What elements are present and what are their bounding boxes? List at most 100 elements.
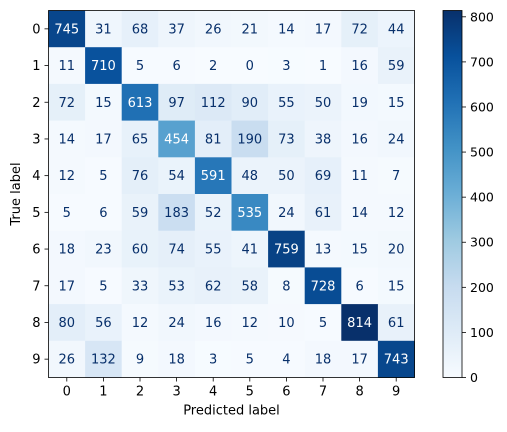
x-tick-label: 7	[319, 385, 327, 400]
x-tick-label: 6	[282, 385, 290, 400]
cell-value-label: 90	[242, 96, 259, 111]
heatmap-cell	[48, 194, 86, 232]
heatmap-cell	[158, 194, 196, 232]
heatmap-cell	[304, 340, 342, 378]
heatmap-cell	[341, 340, 379, 378]
cell-value-label: 3	[282, 59, 290, 74]
heatmap-cell	[85, 340, 123, 378]
cell-value-label: 4	[282, 353, 290, 368]
heatmap-cell	[268, 120, 306, 158]
heatmap-cell	[48, 157, 86, 195]
cell-value-label: 10	[278, 316, 295, 331]
cell-value-label: 12	[132, 316, 149, 331]
heatmap-cell	[121, 340, 159, 378]
cell-value-label: 17	[95, 132, 112, 147]
x-tick-label: 5	[246, 385, 254, 400]
cell-value-label: 15	[95, 96, 112, 111]
cell-value-label: 1	[319, 59, 327, 74]
cell-value-label: 5	[99, 279, 107, 294]
cell-value-label: 759	[274, 243, 299, 258]
cell-value-label: 11	[59, 59, 76, 74]
x-tick-label: 4	[209, 385, 217, 400]
heatmap-cell	[85, 194, 123, 232]
cell-value-label: 5	[99, 169, 107, 184]
heatmap-cell	[121, 83, 159, 121]
heatmap-cell	[231, 304, 269, 342]
cell-value-label: 16	[205, 316, 222, 331]
heatmap-cell	[121, 304, 159, 342]
colorbar-tick-label: 600	[470, 99, 494, 114]
cell-value-label: 6	[355, 279, 363, 294]
heatmap-cell	[48, 267, 86, 305]
cell-value-label: 728	[311, 279, 336, 294]
heatmap-cell	[85, 157, 123, 195]
heatmap-cell	[121, 230, 159, 268]
cell-value-label: 26	[205, 22, 222, 37]
cell-value-label: 74	[168, 243, 185, 258]
heatmap-cell	[158, 120, 196, 158]
heatmap-cell	[231, 267, 269, 305]
cell-value-label: 5	[63, 206, 71, 221]
heatmap-cell	[158, 340, 196, 378]
cell-value-label: 6	[172, 59, 180, 74]
heatmap-cell	[85, 267, 123, 305]
heatmap-cell	[48, 230, 86, 268]
cell-value-label: 38	[315, 132, 332, 147]
cell-value-label: 535	[237, 206, 262, 221]
heatmap-cell	[341, 157, 379, 195]
cell-value-label: 132	[91, 353, 116, 368]
heatmap-cell	[377, 10, 415, 48]
y-tick-label: 4	[32, 169, 40, 184]
heatmap-cell	[231, 157, 269, 195]
cell-value-label: 62	[205, 279, 222, 294]
cell-value-label: 112	[201, 96, 226, 111]
y-tick-label: 7	[32, 279, 40, 294]
cell-value-label: 48	[242, 169, 259, 184]
heatmap-cell	[194, 267, 232, 305]
heatmap-cell	[48, 47, 86, 85]
heatmap-cell	[341, 267, 379, 305]
cell-value-label: 26	[59, 353, 76, 368]
heatmap-cell	[304, 267, 342, 305]
x-tick-label: 0	[63, 385, 71, 400]
colorbar-tick-label: 700	[470, 54, 494, 69]
heatmap-cell	[231, 120, 269, 158]
cell-value-label: 72	[351, 22, 368, 37]
heatmap-cell	[158, 267, 196, 305]
colorbar-tick-label: 500	[470, 145, 494, 160]
cell-value-label: 12	[59, 169, 76, 184]
heatmap-cell	[377, 120, 415, 158]
cell-value-label: 58	[242, 279, 259, 294]
cell-value-label: 16	[351, 59, 368, 74]
cell-value-label: 23	[95, 243, 112, 258]
heatmap-cell	[268, 83, 306, 121]
heatmap-cell	[377, 230, 415, 268]
heatmap-cell	[194, 120, 232, 158]
heatmap-cell	[121, 267, 159, 305]
cell-value-label: 19	[351, 96, 368, 111]
cell-value-label: 31	[95, 22, 112, 37]
cell-value-label: 76	[132, 169, 149, 184]
heatmap-cell	[85, 83, 123, 121]
heatmap-cell	[85, 304, 123, 342]
heatmap-cell	[158, 157, 196, 195]
heatmap-cell	[268, 340, 306, 378]
x-axis: 0 1 2 3 4 5 6 7 8 9	[63, 377, 400, 400]
heatmap-cell	[194, 10, 232, 48]
cell-value-label: 69	[315, 169, 332, 184]
colorbar-tick-label: 800	[470, 9, 494, 24]
heatmap-cell	[304, 47, 342, 85]
cell-value-label: 50	[278, 169, 295, 184]
heatmap-cell	[268, 304, 306, 342]
heatmap-cell	[194, 340, 232, 378]
cell-value-label: 6	[99, 206, 107, 221]
cell-value-label: 12	[242, 316, 259, 331]
cell-value-label: 61	[388, 316, 405, 331]
heatmap-cell	[48, 340, 86, 378]
heatmap-cell	[304, 120, 342, 158]
cell-value-label: 9	[136, 353, 144, 368]
cell-value-label: 81	[205, 132, 222, 147]
x-tick-label: 2	[136, 385, 144, 400]
cell-value-label: 13	[315, 243, 332, 258]
